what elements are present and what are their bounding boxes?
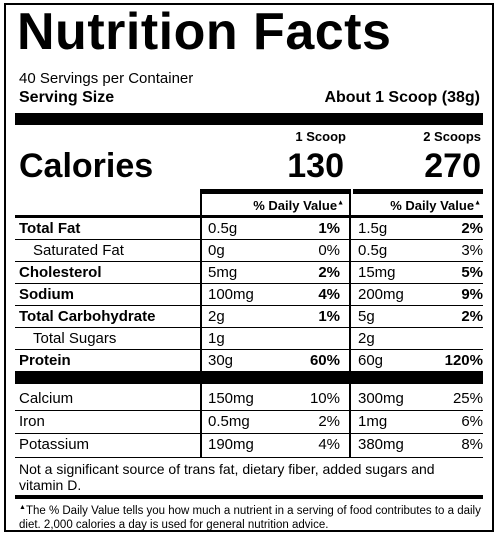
row-divider	[15, 327, 483, 328]
nutrient-name: Saturated Fat	[33, 242, 124, 259]
column-header-2: 2 Scoops	[423, 129, 481, 144]
percent-2: 120%	[444, 352, 483, 369]
table-row: Total Sugars 1g 2g	[15, 328, 483, 350]
column-divider-2	[349, 189, 351, 457]
amount-1: 150mg	[208, 390, 254, 407]
amount-2: 5g	[358, 308, 375, 325]
column-divider-1	[200, 189, 202, 457]
nutrient-name: Protein	[19, 352, 71, 369]
amount-2: 1mg	[358, 413, 388, 430]
daily-value-header-2-text: % Daily Value	[390, 198, 475, 213]
amount-2: 380mg	[358, 436, 404, 453]
daily-value-header-1: % Daily Value▲	[206, 198, 344, 213]
amount-1: 0.5g	[208, 220, 238, 237]
row-divider	[15, 305, 483, 306]
percent-1: 2%	[318, 413, 340, 430]
row-divider	[15, 261, 483, 262]
table-row: Cholesterol 5mg 2% 15mg 5%	[15, 262, 483, 284]
table-row: Potassium 190mg 4% 380mg 8%	[15, 434, 483, 456]
table-row: Total Fat 0.5g 1% 1.5g 2%	[15, 218, 483, 240]
nutrient-name: Iron	[19, 413, 45, 430]
table-row: Iron 0.5mg 2% 1mg 6%	[15, 411, 483, 433]
calories-divider-2	[353, 189, 483, 194]
column-header-1: 1 Scoop	[295, 129, 346, 144]
percent-1: 1%	[318, 308, 340, 325]
daily-value-header-1-text: % Daily Value	[253, 198, 338, 213]
footnote-divider	[15, 457, 483, 458]
servings-per-container: 40 Servings per Container	[19, 70, 194, 87]
percent-2: 6%	[461, 413, 483, 430]
table-row: Sodium 100mg 4% 200mg 9%	[15, 284, 483, 306]
daily-value-header-2: % Daily Value▲	[356, 198, 481, 213]
amount-2: 200mg	[358, 286, 404, 303]
nutrient-name: Calcium	[19, 390, 74, 407]
percent-2: 9%	[461, 286, 483, 303]
nutrient-name: Cholesterol	[19, 264, 102, 281]
footnote-text: Not a significant source of trans fat, d…	[19, 461, 435, 493]
amount-1: 1g	[208, 330, 225, 347]
row-divider	[15, 433, 483, 434]
percent-1: 60%	[309, 352, 340, 369]
amount-2: 15mg	[358, 264, 396, 281]
amount-2: 0.5g	[358, 242, 388, 259]
thick-divider-nutrients	[15, 215, 483, 218]
amount-1: 100mg	[208, 286, 254, 303]
amount-1: 0.5mg	[208, 413, 250, 430]
percent-1: 2%	[318, 264, 340, 281]
percent-2: 5%	[461, 264, 483, 281]
calories-value-1: 130	[287, 147, 344, 185]
nutrient-name: Potassium	[19, 436, 90, 453]
daily-value-marker-1: ▲	[337, 199, 344, 207]
nutrient-name: Total Fat	[19, 220, 81, 237]
table-row: Saturated Fat 0g 0% 0.5g 3%	[15, 240, 483, 262]
calories-label: Calories	[19, 147, 154, 185]
serving-size-label: Serving Size	[19, 89, 115, 106]
nutrient-name: Total Sugars	[33, 330, 117, 347]
amount-1: 190mg	[208, 436, 254, 453]
daily-value-marker-2: ▲	[474, 199, 481, 207]
table-row: Calcium 150mg 10% 300mg 25%	[15, 388, 483, 410]
calories-divider-1	[202, 189, 349, 194]
percent-2: 2%	[461, 308, 483, 325]
table-row: Total Carbohydrate 2g 1% 5g 2%	[15, 306, 483, 328]
amount-2: 300mg	[358, 390, 404, 407]
daily-value-footnote-marker: ▲	[19, 504, 26, 511]
row-divider	[15, 283, 483, 284]
table-row: Protein 30g 60% 60g 120%	[15, 350, 483, 372]
row-divider	[15, 410, 483, 411]
percent-2: 2%	[461, 220, 483, 237]
serving-size-value: About 1 Scoop (38g)	[324, 89, 480, 106]
amount-2: 60g	[358, 352, 384, 369]
nutrient-name: Total Carbohydrate	[19, 308, 156, 325]
percent-2: 3%	[461, 242, 483, 259]
amount-2: 2g	[358, 330, 375, 347]
percent-1: 0%	[318, 242, 340, 259]
amount-1: 0g	[208, 242, 225, 259]
amount-2: 1.5g	[358, 220, 388, 237]
amount-1: 30g	[208, 352, 234, 369]
label-title: Nutrition Facts	[17, 3, 392, 61]
percent-1: 1%	[318, 220, 340, 237]
row-divider	[15, 349, 483, 350]
nutrition-label: Nutrition Facts 40 Servings per Containe…	[4, 3, 494, 532]
amount-1: 5mg	[208, 264, 238, 281]
daily-value-footnote-text: The % Daily Value tells you how much a n…	[19, 504, 481, 531]
thick-divider-top	[15, 113, 483, 125]
amount-1: 2g	[208, 308, 225, 325]
dv-footnote-divider	[15, 495, 483, 499]
daily-value-footnote: ▲The % Daily Value tells you how much a …	[19, 501, 484, 532]
calories-value-2: 270	[424, 147, 481, 185]
percent-2: 25%	[452, 390, 483, 407]
nutrient-name: Sodium	[19, 286, 74, 303]
percent-2: 8%	[461, 436, 483, 453]
percent-1: 4%	[318, 436, 340, 453]
percent-1: 4%	[318, 286, 340, 303]
percent-1: 10%	[309, 390, 340, 407]
row-divider	[15, 239, 483, 240]
thick-divider-minerals	[15, 371, 483, 384]
